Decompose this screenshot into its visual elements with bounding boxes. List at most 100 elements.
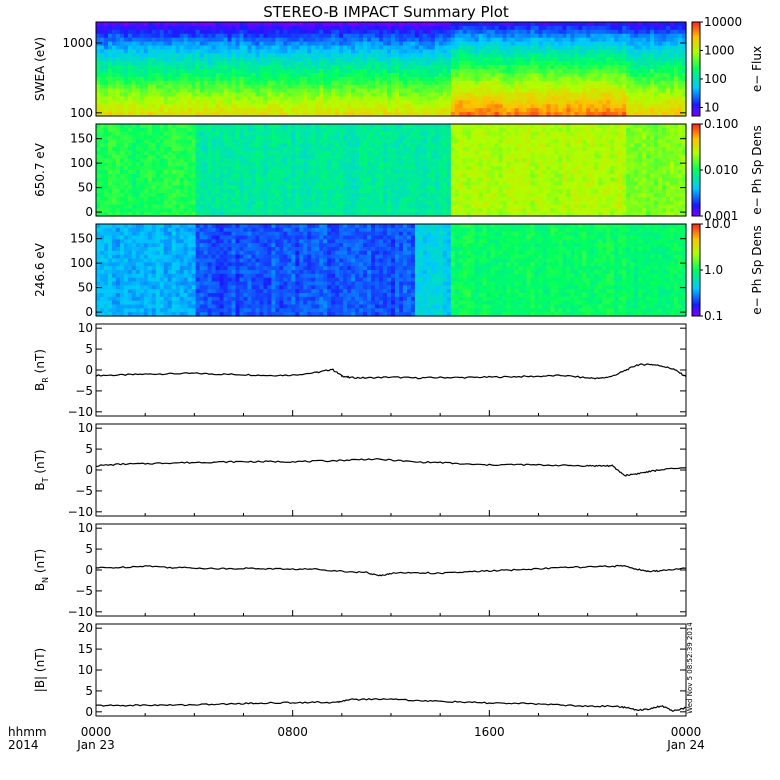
spectrogram-cell: [183, 158, 189, 163]
spectrogram-cell: [207, 185, 213, 190]
spectrogram-cell: [578, 108, 583, 113]
spectrogram-cell: [131, 166, 137, 171]
spectrogram-cell: [179, 84, 185, 90]
spectrogram-cell: [103, 22, 109, 27]
spectrogram-cell: [562, 76, 568, 82]
spectrogram-cell: [307, 185, 312, 190]
spectrogram-cell: [662, 49, 667, 54]
spectrogram-cell: [147, 33, 153, 39]
spectrogram-cell: [315, 154, 320, 160]
spectrogram-cell: [99, 96, 105, 101]
spectrogram-cell: [199, 33, 205, 39]
spectrogram-cell: [171, 69, 177, 74]
spectrogram-cell: [658, 69, 663, 74]
spectrogram-cell: [179, 53, 185, 58]
spectrogram-cell: [111, 108, 117, 113]
spectrogram-cell: [458, 65, 464, 70]
spectrogram-cell: [394, 88, 400, 94]
spectrogram-cell: [163, 166, 169, 171]
spectrogram-cell: [187, 185, 193, 190]
spectrogram-cell: [239, 92, 245, 98]
spectrogram-cell: [195, 200, 201, 206]
spectrogram-cell: [678, 112, 683, 117]
spectrogram-cell: [127, 33, 133, 39]
spectrogram-cell: [247, 25, 253, 31]
spectrogram-cell: [638, 53, 643, 58]
spectrogram-cell: [127, 100, 133, 105]
spectrogram-cell: [275, 25, 280, 31]
spectrogram-cell: [450, 49, 456, 54]
spectrogram-cell: [351, 49, 356, 54]
spectrogram-cell: [674, 29, 679, 35]
spectrogram-cell: [283, 131, 288, 137]
spectrogram-cell: [315, 143, 320, 148]
spectrogram-cell: [502, 37, 508, 43]
spectrogram-cell: [662, 96, 667, 101]
spectrogram-cell: [203, 204, 209, 209]
spectrogram-cell: [247, 135, 253, 140]
spectrogram-cell: [303, 33, 308, 39]
spectrogram-cell: [375, 65, 380, 70]
spectrogram-cell: [323, 185, 328, 190]
spectrogram-cell: [179, 139, 185, 144]
spectrogram-cell: [255, 112, 261, 117]
spectrogram-cell: [235, 200, 241, 206]
spectrogram-cell: [315, 189, 320, 194]
spectrogram-cell: [151, 25, 157, 31]
spectrogram-cell: [554, 100, 560, 105]
spectrogram-cell: [654, 84, 659, 90]
spectrogram-cell: [371, 65, 376, 70]
spectrogram-cell: [558, 57, 564, 62]
spectrogram-cell: [323, 88, 328, 94]
spectrogram-cell: [582, 57, 587, 62]
spectrogram-cell: [486, 53, 492, 58]
spectrogram-cell: [486, 112, 492, 117]
spectrogram-cell: [570, 80, 575, 86]
spectrogram-cell: [371, 45, 376, 51]
spectrogram-cell: [135, 177, 141, 183]
spectrogram-cell: [674, 100, 679, 105]
spectrogram-cell: [490, 84, 496, 90]
spectrogram-cell: [367, 41, 372, 47]
spectrogram-cell: [263, 45, 269, 51]
spectrogram-cell: [486, 84, 492, 90]
spectrogram-cell: [279, 204, 284, 209]
spectrogram-cell: [243, 49, 249, 54]
spectrogram-cell: [502, 57, 508, 62]
spectrogram-cell: [678, 45, 683, 51]
spectrogram-cell: [594, 69, 599, 74]
spectrogram-cell: [375, 88, 380, 94]
spectrogram-cell: [123, 61, 129, 66]
spectrogram-cell: [275, 33, 280, 39]
spectrogram-cell: [187, 158, 193, 163]
spectrogram-cell: [287, 196, 292, 202]
spectrogram-cell: [103, 139, 109, 144]
spectrogram-cell: [406, 80, 412, 86]
spectrogram-cell: [167, 53, 173, 58]
spectrogram-cell: [518, 69, 524, 74]
spectrogram-cell: [371, 57, 376, 62]
spectrogram-cell: [554, 29, 560, 35]
spectrogram-cell: [251, 108, 257, 113]
spectrogram-cell: [123, 177, 129, 183]
spectrogram-cell: [319, 135, 324, 140]
spectrogram-cell: [219, 96, 225, 101]
spectrogram-cell: [311, 193, 316, 198]
spectrogram-cell: [123, 208, 129, 213]
spectrogram-cell: [207, 200, 213, 206]
spectrogram-cell: [363, 29, 368, 35]
spectrogram-cell: [402, 45, 408, 51]
spectrogram-cell: [119, 80, 125, 86]
spectrogram-cell: [127, 170, 133, 175]
spectrogram-cell: [426, 53, 432, 58]
spectrogram-cell: [227, 154, 233, 160]
spectrogram-cell: [490, 72, 496, 78]
spectrogram-cell: [658, 96, 663, 101]
spectrogram-cell: [522, 96, 528, 101]
spectrogram-cell: [562, 33, 568, 39]
spectrogram-cell: [458, 25, 464, 31]
spectrogram-cell: [442, 96, 448, 101]
spectrogram-cell: [510, 53, 516, 58]
spectrogram-cell: [534, 69, 540, 74]
spectrogram-cell: [327, 147, 332, 152]
